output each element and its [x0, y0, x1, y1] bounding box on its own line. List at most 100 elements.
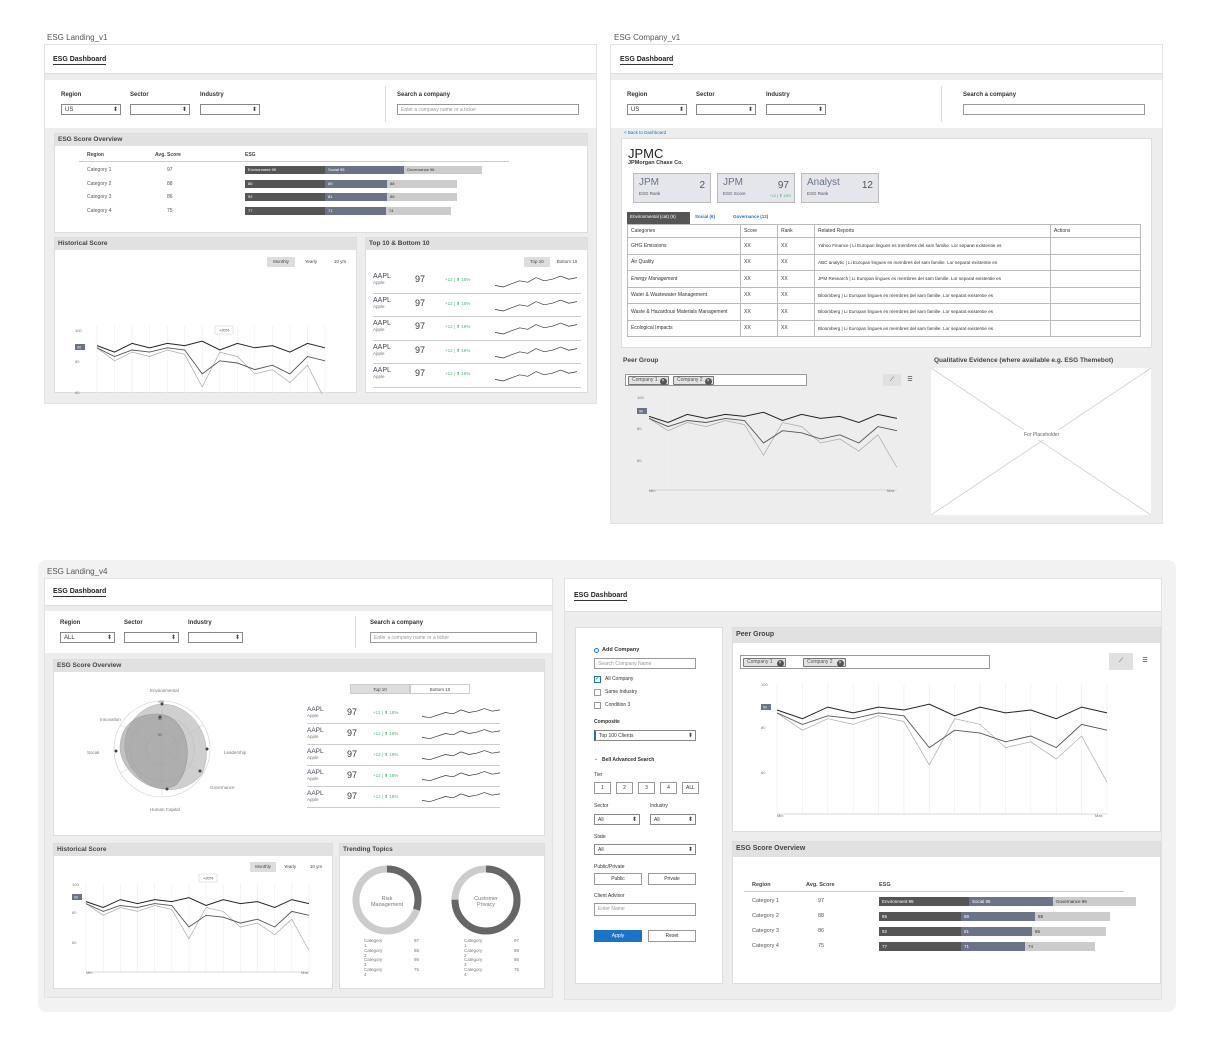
search-input[interactable]: Enter a company name or a ticker — [370, 632, 537, 643]
industry-select[interactable]: All — [650, 814, 696, 825]
list-item[interactable]: AAPL Apple 97 +12 | ⬆ 18% — [373, 295, 583, 319]
tier-button-ALL[interactable]: ALL — [682, 782, 699, 794]
page-title[interactable]: ESG Dashboard — [53, 56, 107, 65]
list-item[interactable]: AAPL Apple 97 +12 | ⬆ 18% — [373, 318, 583, 342]
score-card[interactable]: JPM ESG Score 97 +12 | ⬆ 18% — [717, 173, 795, 203]
row-divider — [307, 807, 500, 808]
list-item[interactable]: AAPL Apple 97 +12 | ⬆ 18% — [307, 788, 507, 809]
tier-button-3[interactable]: 3 — [638, 782, 655, 794]
cell-actions[interactable] — [1050, 237, 1141, 255]
tier-button-2[interactable]: 2 — [616, 782, 633, 794]
checkbox-condition-3[interactable] — [594, 702, 601, 709]
card-subtitle: ESG Rank — [639, 191, 661, 196]
list-item[interactable]: AAPL Apple 97 +12 | ⬆ 18% — [373, 342, 583, 366]
region-select[interactable]: US — [627, 104, 687, 115]
sector-select[interactable] — [130, 104, 190, 115]
esg-bar-3: 86 — [1032, 927, 1106, 936]
yearly-toggle[interactable]: Yearly — [304, 259, 318, 264]
state-select[interactable]: All — [594, 844, 696, 855]
close-icon[interactable]: × — [836, 660, 844, 667]
industry-select[interactable] — [200, 104, 260, 115]
list-item[interactable]: AAPL Apple 97 +12 | ⬆ 18% — [307, 704, 507, 725]
table-row[interactable]: GHG Emissions XX XX Yahoo Finance | Li Euro… — [627, 237, 1141, 255]
back-link[interactable]: < Back to Dashboard — [624, 130, 667, 135]
monthly-toggle[interactable]: Monthly — [267, 257, 295, 267]
close-icon[interactable]: × — [659, 378, 667, 385]
reset-button[interactable]: Reset — [648, 930, 696, 942]
search-input[interactable]: Enter a company name or a ticker — [397, 104, 579, 115]
score-card[interactable]: Analyst ESG Rank 12 — [801, 173, 879, 203]
score-card[interactable]: JPM ESG Rank 2 — [633, 173, 711, 203]
peer-chip-input[interactable]: Company 1 × Company 2 × — [625, 374, 807, 386]
top10-toggle[interactable]: Top 10 — [350, 684, 410, 694]
checkbox-all-company[interactable]: ✓ — [594, 676, 601, 683]
table-icon[interactable]: ☰ — [1142, 658, 1148, 664]
yearly-toggle[interactable]: Yearly — [283, 864, 297, 869]
list-item[interactable]: AAPL Apple 97 +12 | ⬆ 18% — [373, 271, 583, 295]
composite-select[interactable]: Top 100 Clients — [594, 730, 696, 741]
advanced-search-toggle[interactable]: Bell Advanced Search — [602, 757, 655, 763]
chip-company-1[interactable]: Company 1 × — [628, 376, 669, 385]
chip-company-2[interactable]: Company 2 × — [803, 658, 846, 667]
chevron-down-icon[interactable]: ⌄ — [594, 756, 599, 762]
table-icon[interactable]: ☰ — [907, 377, 913, 383]
close-icon[interactable]: × — [704, 378, 712, 385]
peer-chip-input[interactable]: Company 1 × Company 2 × — [740, 655, 990, 669]
bottom10-toggle[interactable]: Bottom 10 — [556, 259, 578, 264]
list-item[interactable]: AAPL Apple 97 +12 | ⬆ 18% — [307, 725, 507, 746]
chip-company-1[interactable]: Company 1 × — [743, 658, 786, 667]
page-title[interactable]: ESG Dashboard — [620, 56, 674, 65]
checkbox-same-industry[interactable] — [594, 689, 601, 696]
apply-button[interactable]: Apply — [594, 930, 642, 942]
tier-button-1[interactable]: 1 — [594, 782, 611, 794]
industry-select[interactable] — [188, 632, 243, 643]
client-advisor-input[interactable]: Enter Name — [594, 903, 696, 916]
table-row[interactable]: Ecological Impacts XX XX Bloomberg | Li Eur… — [627, 319, 1141, 337]
tab-0[interactable]: Environmental (cat) (6) — [627, 212, 690, 224]
line-chart-icon[interactable]: ⟋ — [883, 374, 901, 386]
ten-year-toggle[interactable]: 10 yrs — [333, 259, 347, 264]
page-title[interactable]: ESG Dashboard — [53, 588, 107, 597]
tab-1[interactable]: Social (6) — [695, 214, 716, 219]
table-row[interactable]: Water & Wastewater Management XX XX Bloombe… — [627, 286, 1141, 304]
tab-2[interactable]: Governance (12) — [733, 214, 769, 219]
search-company-input[interactable]: Search Company Name — [594, 658, 696, 669]
sector-select[interactable] — [124, 632, 179, 643]
monthly-toggle[interactable]: Monthly — [250, 862, 276, 872]
search-input[interactable] — [963, 104, 1145, 115]
ten-year-toggle[interactable]: 10 yrs — [309, 864, 323, 869]
region-select[interactable]: US — [61, 104, 121, 115]
row-category: Category 2 — [87, 180, 112, 187]
top10-toggle[interactable]: Top 10 — [524, 257, 550, 267]
list-item[interactable]: AAPL Apple 97 +12 | ⬆ 18% — [307, 767, 507, 788]
list-item[interactable]: AAPL Apple 97 +12 | ⬆ 18% — [307, 746, 507, 767]
industry-select[interactable] — [766, 104, 826, 115]
region-select[interactable]: ALL — [60, 632, 115, 643]
chip-company-2[interactable]: Company 2 × — [673, 376, 714, 385]
row-divider — [307, 723, 500, 724]
header: ESG Dashboard — [45, 579, 552, 606]
sector-select[interactable] — [696, 104, 756, 115]
bottom10-toggle[interactable]: Bottom 10 — [410, 684, 470, 694]
public-button[interactable]: Public — [594, 873, 642, 885]
sector-select[interactable]: All — [594, 814, 640, 825]
tier-button-4[interactable]: 4 — [660, 782, 677, 794]
cell-actions[interactable] — [1050, 286, 1141, 304]
table-row[interactable]: Air Quality XX XX ABC analytic | Li Europan… — [627, 253, 1141, 271]
page-title[interactable]: ESG Dashboard — [574, 592, 628, 601]
cell-actions[interactable] — [1050, 319, 1141, 337]
ticker: AAPL — [373, 296, 391, 304]
cell-actions[interactable] — [1050, 270, 1141, 288]
add-icon[interactable] — [594, 648, 599, 653]
line-chart-icon[interactable]: ⟋ — [1109, 653, 1133, 670]
cell-actions[interactable] — [1050, 253, 1141, 271]
y-axis-80: 80 — [637, 426, 642, 431]
private-button[interactable]: Private — [648, 873, 696, 885]
list-item[interactable]: AAPL Apple 97 +12 | ⬆ 18% — [373, 365, 583, 389]
table-row[interactable]: Energy Management XX XX JPM Research | Li E… — [627, 270, 1141, 288]
add-company[interactable]: Add Company — [602, 647, 640, 653]
table-row[interactable]: Waste & Hazardous Materials Management XX… — [627, 303, 1141, 321]
ticker: AAPL — [373, 343, 391, 351]
close-icon[interactable]: × — [776, 660, 784, 667]
cell-actions[interactable] — [1050, 303, 1141, 321]
